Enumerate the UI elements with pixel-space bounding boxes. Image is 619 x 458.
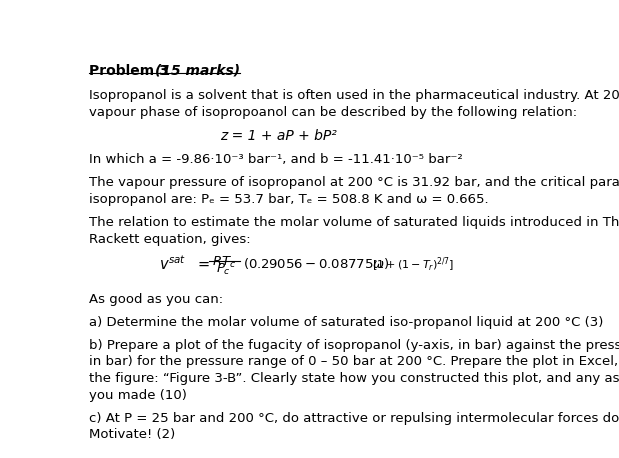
Text: $v^{sat}$: $v^{sat}$ [159,254,186,273]
Text: the figure: “Figure 3-B”. Clearly state how you constructed this plot, and any a: the figure: “Figure 3-B”. Clearly state … [89,372,619,385]
Text: $P_c$: $P_c$ [217,262,232,277]
Text: The vapour pressure of isopropanol at 200 °C is 31.92 bar, and the critical para: The vapour pressure of isopropanol at 20… [89,176,619,190]
Text: in bar) for the pressure range of 0 – 50 bar at 200 °C. Prepare the plot in Exce: in bar) for the pressure range of 0 – 50… [89,355,619,369]
Text: Rackett equation, gives:: Rackett equation, gives: [89,233,251,246]
Text: a) Determine the molar volume of saturated iso-propanol liquid at 200 °C (3): a) Determine the molar volume of saturat… [89,316,604,329]
Text: isopropanol are: Pₑ = 53.7 bar, Tₑ = 508.8 K and ω = 0.665.: isopropanol are: Pₑ = 53.7 bar, Tₑ = 508… [89,193,489,206]
Text: Motivate! (2): Motivate! (2) [89,428,176,442]
Text: you made (10): you made (10) [89,389,187,402]
Text: b) Prepare a plot of the fugacity of isopropanol (y-axis, in bar) against the pr: b) Prepare a plot of the fugacity of iso… [89,339,619,352]
Text: $=$: $=$ [195,256,210,271]
Text: z = 1 + aP + bP²: z = 1 + aP + bP² [220,129,337,143]
Text: vapour phase of isopropoanol can be described by the following relation:: vapour phase of isopropoanol can be desc… [89,106,578,119]
Text: In which a = -9.86·10⁻³ bar⁻¹, and b = -11.41·10⁻⁵ bar⁻²: In which a = -9.86·10⁻³ bar⁻¹, and b = -… [89,153,463,166]
Text: $[1+(1-T_r)^{2/7}]$: $[1+(1-T_r)^{2/7}]$ [373,256,454,274]
Text: As good as you can:: As good as you can: [89,293,223,305]
Text: Isopropanol is a solvent that is often used in the pharmaceutical industry. At 2: Isopropanol is a solvent that is often u… [89,89,619,103]
Text: c) At P = 25 bar and 200 °C, do attractive or repulsing intermolecular forces do: c) At P = 25 bar and 200 °C, do attracti… [89,412,619,425]
Text: The relation to estimate the molar volume of saturated liquids introduced in The: The relation to estimate the molar volum… [89,216,619,229]
Text: Problem 3: Problem 3 [89,64,174,78]
Text: (15 marks): (15 marks) [155,64,240,78]
Text: $RT_c$: $RT_c$ [212,255,236,270]
Text: $(0.29056-0.08775\omega)$: $(0.29056-0.08775\omega)$ [243,256,390,271]
